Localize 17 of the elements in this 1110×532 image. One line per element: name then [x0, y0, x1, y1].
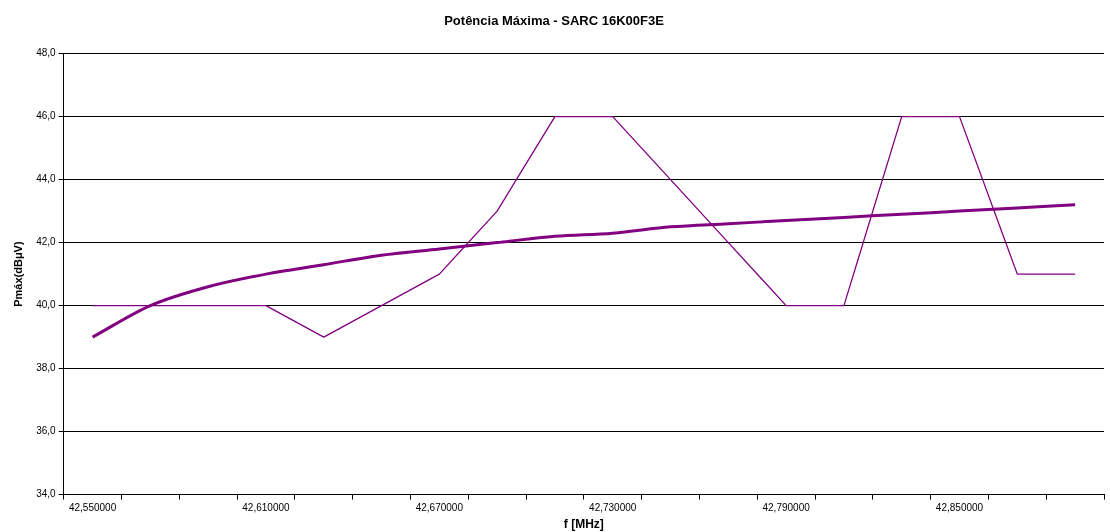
x-tick-label: 42,730000 [589, 502, 637, 514]
x-tick-label: 42,610000 [242, 502, 291, 514]
y-tick-label: 44,0 [36, 173, 57, 185]
y-tick-label: 46,0 [36, 110, 57, 122]
y-tick-label: 40,0 [36, 299, 57, 311]
y-axis-title: Pmáx(dBμV) [11, 241, 24, 307]
y-tick-label: 34,0 [36, 488, 57, 500]
x-tick-label: 42,790000 [762, 502, 811, 514]
y-tick-label: 42,0 [36, 236, 57, 248]
x-tick-label: 42,850000 [935, 502, 984, 514]
y-tick-label: 36,0 [36, 425, 57, 437]
x-tick-label: 42,550000 [68, 502, 117, 514]
x-axis-title: f [MHz] [563, 517, 604, 532]
y-tick-label: 48,0 [36, 47, 57, 59]
x-tick-label: 42,670000 [415, 502, 464, 514]
y-tick-label: 38,0 [36, 362, 57, 374]
chart-title: Potência Máxima - SARC 16K00F3E [444, 13, 665, 29]
